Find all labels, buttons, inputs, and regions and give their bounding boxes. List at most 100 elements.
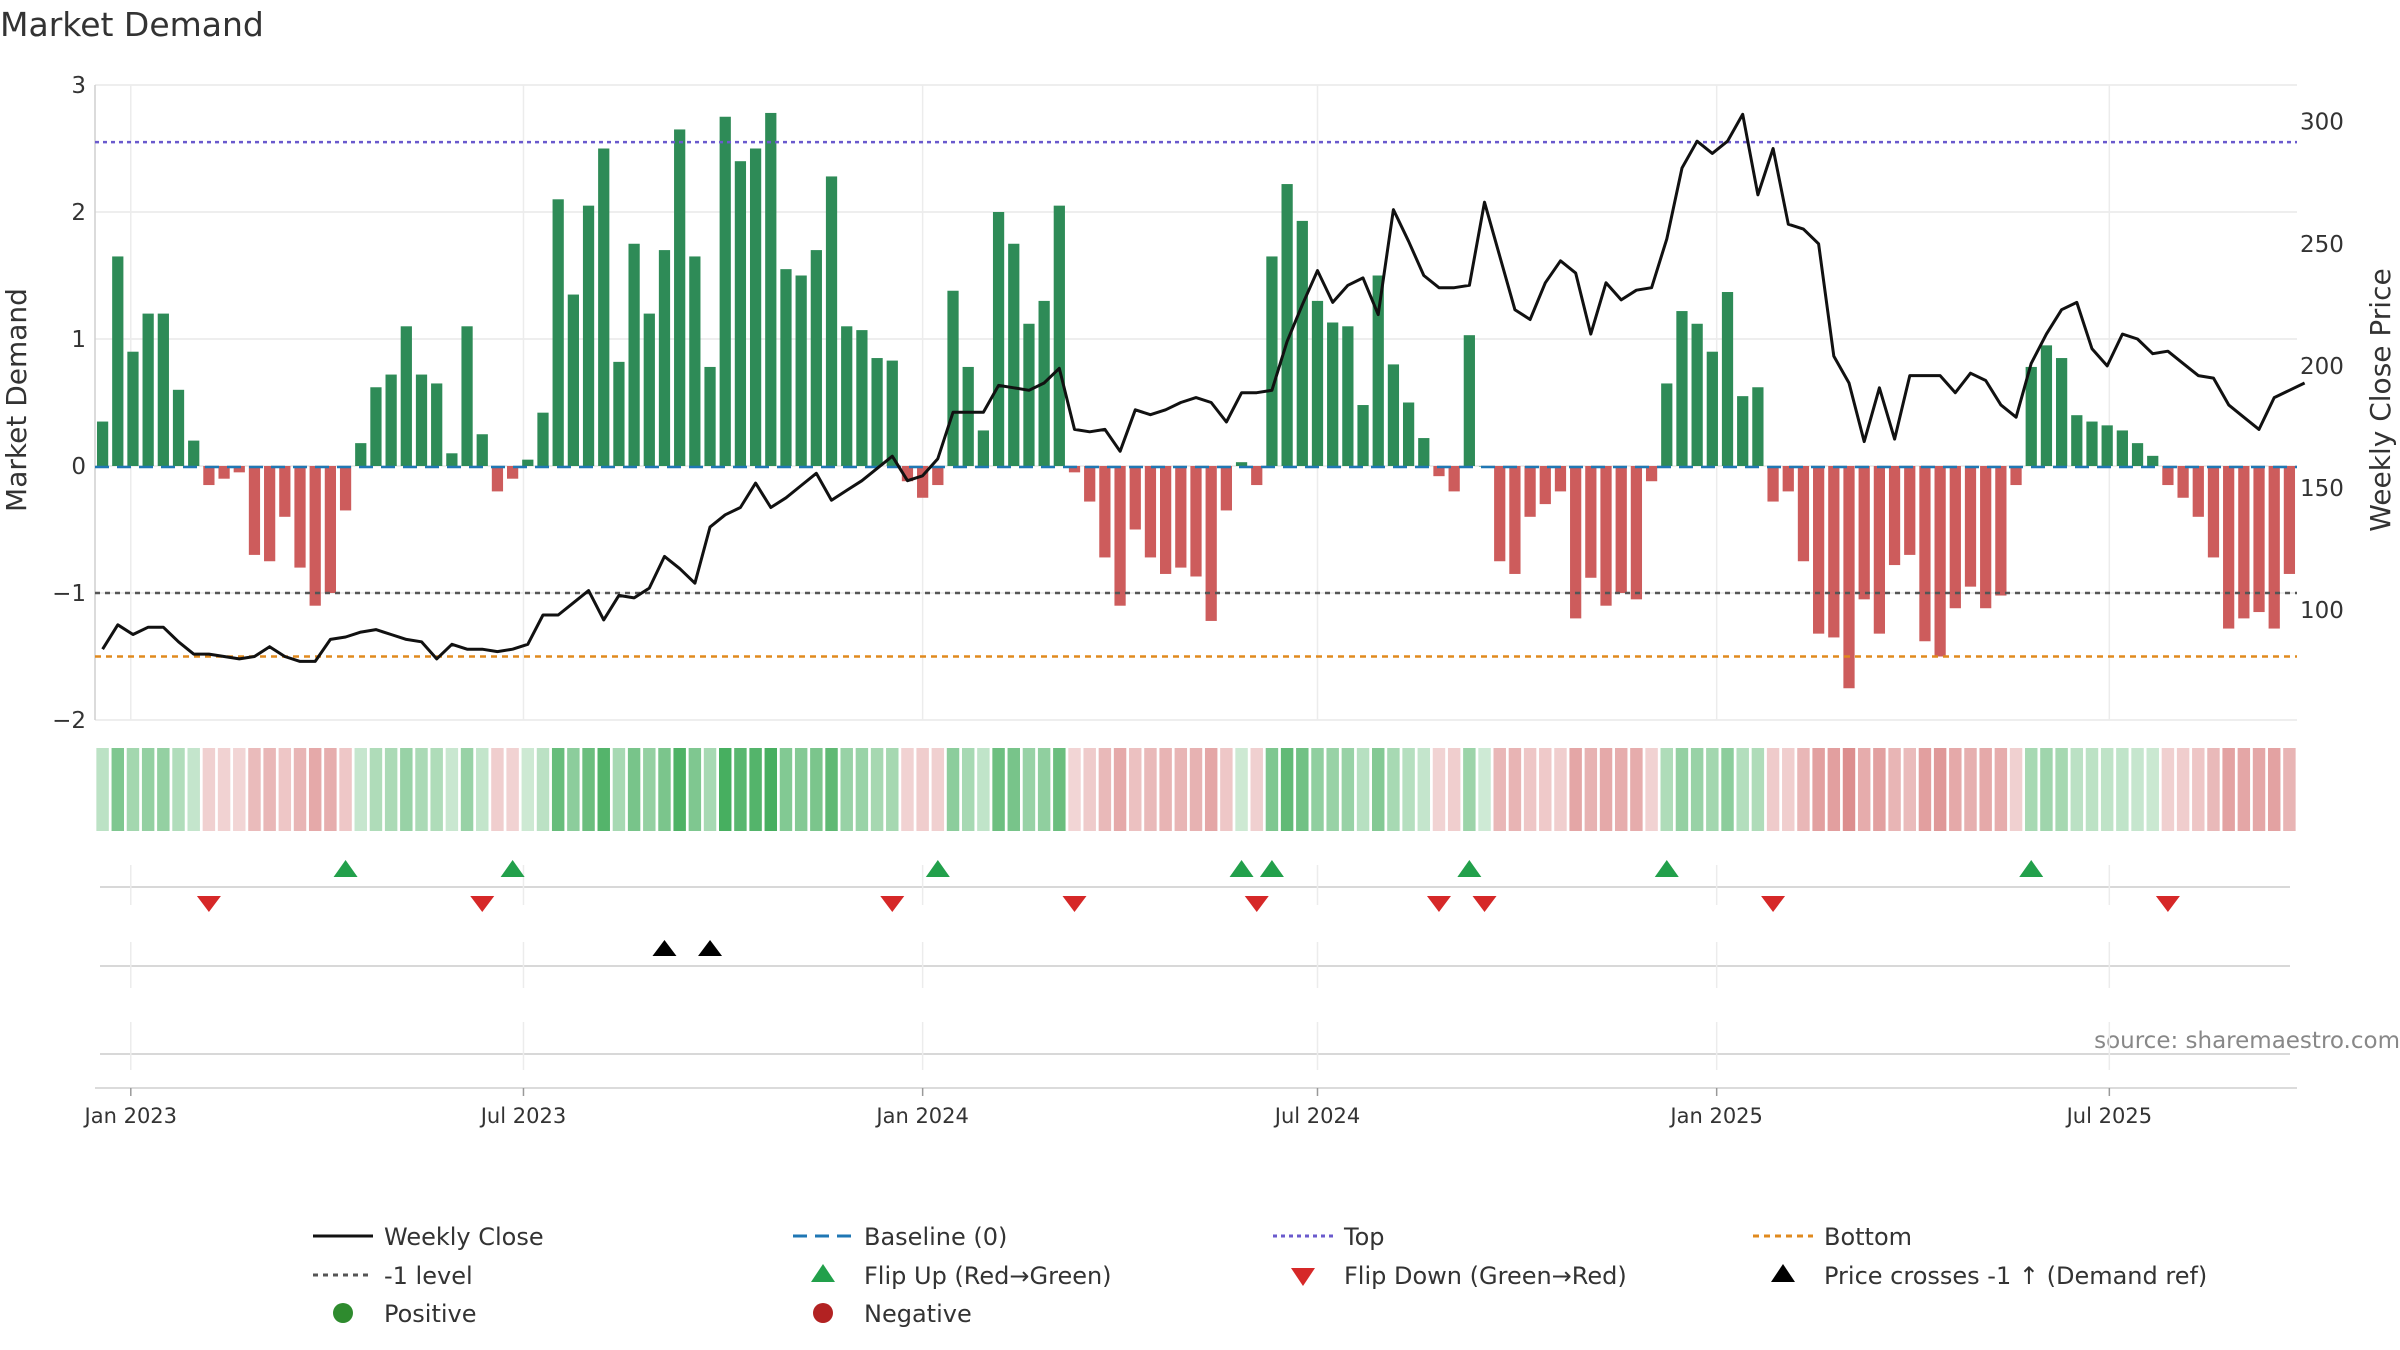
demand-bar <box>1099 466 1111 558</box>
flip-down-marker <box>1761 896 1786 912</box>
heat-cell <box>2100 748 2114 831</box>
heat-cell <box>460 748 474 831</box>
heat-cell <box>1523 748 1537 831</box>
demand-bar <box>385 374 397 466</box>
y-axis-label: Market Demand <box>0 288 33 512</box>
heat-cell <box>2040 748 2053 831</box>
y2-tick-label: 300 <box>2300 110 2344 136</box>
legend-positive: Positive <box>384 1300 477 1328</box>
demand-bar <box>810 250 822 466</box>
demand-bar <box>1782 466 1794 492</box>
demand-bar <box>2071 415 2083 466</box>
heat-cell <box>1994 748 2008 831</box>
heat-cell <box>886 748 899 831</box>
heat-cell <box>1265 748 1279 831</box>
demand-bar <box>1342 326 1354 466</box>
heat-cell <box>1250 748 1263 831</box>
demand-bar <box>1691 323 1703 466</box>
x-tick-label: Jan 2023 <box>83 1104 178 1128</box>
demand-bar <box>1068 466 1081 473</box>
heat-cell <box>1690 748 1704 831</box>
demand-bar <box>795 275 807 466</box>
heat-cell <box>870 748 884 831</box>
demand-bar <box>1251 466 1263 486</box>
heat-cell <box>794 748 808 831</box>
demand-bar <box>188 440 200 466</box>
heat-cell <box>1857 748 1871 831</box>
demand-bar <box>2101 425 2113 466</box>
heat-cell <box>1660 748 1673 831</box>
heat-cell <box>2025 748 2038 831</box>
demand-bar <box>1053 205 1065 466</box>
heat-cell <box>2283 748 2296 831</box>
demand-bar <box>1463 335 1475 466</box>
heat-cell <box>1098 748 1112 831</box>
heat-cell <box>749 748 762 831</box>
heat-cell <box>1933 748 1947 831</box>
heat-cell <box>1873 748 1886 831</box>
heat-cell <box>1326 748 1339 831</box>
heat-cell <box>840 748 853 831</box>
heat-cell <box>1508 748 1522 831</box>
demand-bar <box>886 360 898 466</box>
heat-cell <box>810 748 823 831</box>
heat-cell <box>1614 748 1628 831</box>
demand-bar <box>871 358 883 466</box>
demand-bar <box>1175 466 1187 568</box>
heat-cell <box>536 748 550 831</box>
chart-title: Market Demand <box>0 5 264 44</box>
demand-bar <box>1190 466 1202 577</box>
demand-bar <box>1721 292 1734 466</box>
demand-bar <box>355 443 367 466</box>
demand-bar <box>233 466 245 473</box>
heat-cell <box>2176 748 2190 831</box>
demand-bar <box>552 199 564 467</box>
heat-cell <box>1918 748 1932 831</box>
demand-bar <box>1235 462 1248 466</box>
demand-bar <box>1661 383 1673 466</box>
demand-bar <box>1873 466 1885 634</box>
heat-cell <box>476 748 489 831</box>
demand-bar <box>1160 466 1172 574</box>
demand-bar <box>1418 438 1430 466</box>
demand-bar <box>1554 466 1567 492</box>
heat-cell <box>1539 748 1552 831</box>
heat-cell <box>1022 748 1036 831</box>
demand-bar <box>2055 358 2068 466</box>
demand-bar <box>1357 405 1369 466</box>
y-tick-label: 0 <box>71 454 86 480</box>
demand-bar <box>1964 466 1977 587</box>
demand-bar <box>1129 466 1141 530</box>
demand-bar <box>1949 466 1961 609</box>
demand-bar <box>1570 466 1582 619</box>
demand-bars <box>96 112 2296 689</box>
demand-bar <box>2116 430 2128 466</box>
heat-cell <box>1599 748 1613 831</box>
legend-negative-dot <box>813 1303 833 1323</box>
x-tick-labels: Jan 2023 Jul 2023 Jan 2024 Jul 2024 Jan 2025… <box>83 1088 2152 1128</box>
demand-bar <box>1387 364 1400 466</box>
demand-bar <box>567 294 579 466</box>
heat-cell <box>491 748 504 831</box>
heat-cell <box>612 748 626 831</box>
heat-cell <box>627 748 641 831</box>
demand-bar <box>628 243 640 466</box>
heat-cell <box>1280 748 1294 831</box>
demand-bar <box>1402 402 1415 466</box>
demand-bar <box>1645 466 1658 482</box>
heat-cell <box>1447 748 1461 831</box>
heat-cell <box>96 748 109 831</box>
demand-bar <box>522 459 534 466</box>
heat-cell <box>339 748 352 831</box>
demand-bar <box>2253 466 2265 613</box>
y2-tick-label: 200 <box>2300 354 2344 380</box>
demand-bar <box>172 389 185 466</box>
heat-cell <box>1113 748 1127 831</box>
heat-cell <box>1007 748 1020 831</box>
demand-bar <box>1114 466 1126 606</box>
demand-bar <box>537 412 549 466</box>
demand-bar <box>2238 466 2250 619</box>
demand-bar <box>142 313 154 466</box>
heat-cell <box>1341 748 1355 831</box>
heat-cell <box>187 748 200 831</box>
